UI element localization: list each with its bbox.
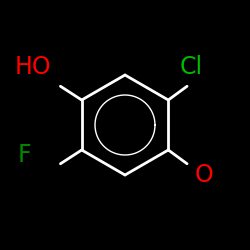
Text: HO: HO xyxy=(15,56,52,80)
Text: F: F xyxy=(18,143,31,167)
Text: Cl: Cl xyxy=(180,56,203,80)
Text: O: O xyxy=(195,163,214,187)
